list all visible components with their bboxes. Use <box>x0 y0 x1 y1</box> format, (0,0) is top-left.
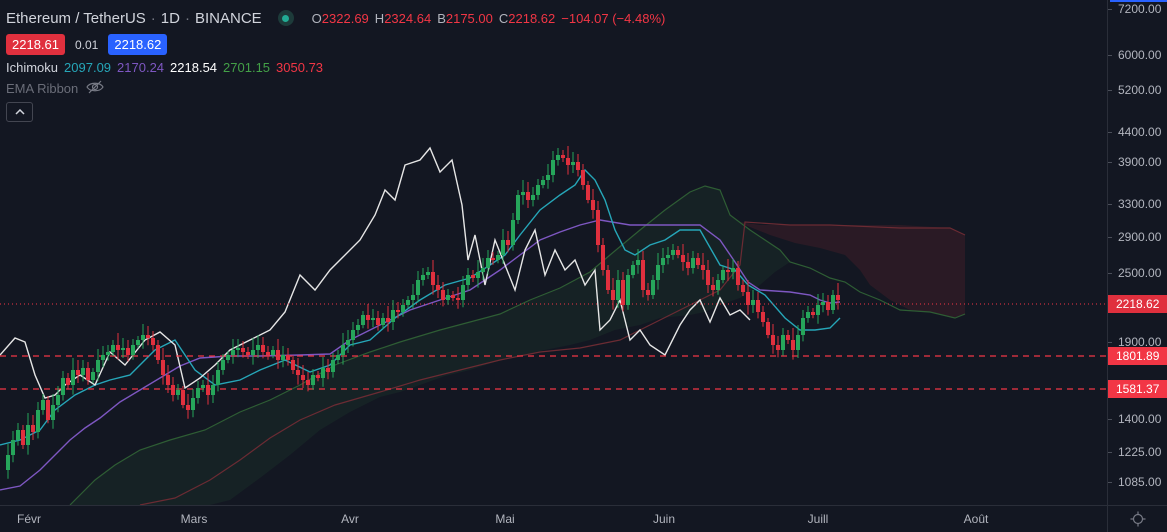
price-tick-label: 6000.00 <box>1107 48 1162 62</box>
price-level-badge[interactable]: 2218.62 <box>1108 295 1167 313</box>
price-tick-label: 1085.00 <box>1107 475 1162 489</box>
price-tick-label: 1225.00 <box>1107 445 1162 459</box>
kumo-cloud-bullish <box>70 186 790 505</box>
price-axis[interactable]: 7200.00 6000.00 5200.00 4400.00 3900.00 3300.… <box>1107 0 1167 505</box>
price-tick-label: 4400.00 <box>1107 125 1162 139</box>
time-tick-label: Mars <box>180 512 208 526</box>
low-value: 2175.00 <box>445 10 493 26</box>
ichimoku-label: Ichimoku <box>6 60 59 75</box>
kumo-cloud-bearish <box>740 222 965 318</box>
time-tick-label: Avr <box>341 512 359 526</box>
time-tick-label: Juin <box>652 512 676 526</box>
axis-top-accent <box>1110 0 1167 2</box>
price-tick-label: 2900.00 <box>1107 230 1162 244</box>
market-status-icon[interactable] <box>277 10 294 26</box>
price-chart-canvas[interactable] <box>0 0 1107 505</box>
price-tick-label: 1400.00 <box>1107 412 1162 426</box>
chart-settings-button[interactable] <box>1107 505 1167 532</box>
price-level-badge[interactable]: 1581.37 <box>1108 380 1167 398</box>
buy-button[interactable]: 2218.62 <box>108 34 168 55</box>
ichimoku-lagging-value: 2218.54 <box>170 60 218 75</box>
price-tick-label: 3900.00 <box>1107 155 1162 169</box>
collapse-legend-button[interactable] <box>6 102 33 122</box>
bid-ask-row: 2218.61 0.01 2218.62 <box>6 34 665 55</box>
candles <box>6 146 840 479</box>
price-level-badge[interactable]: 1801.89 <box>1108 347 1167 365</box>
time-axis[interactable]: Févr Mars Avr Mai Juin Juill Août <box>0 505 1107 532</box>
interval-label[interactable]: 1D <box>160 9 180 27</box>
symbol-name[interactable]: Ethereum / TetherUS <box>6 9 146 27</box>
price-tick-label: 5200.00 <box>1107 83 1162 97</box>
sell-button[interactable]: 2218.61 <box>6 34 65 55</box>
price-tick-label: 2500.00 <box>1107 266 1162 280</box>
exchange-label: BINANCE <box>194 9 262 27</box>
ema-ribbon-legend[interactable]: EMA Ribbon <box>6 80 665 97</box>
chart-legend: Ethereum / TetherUS · 1D · BINANCE O2322… <box>6 6 665 122</box>
ichimoku-conversion-value: 2097.09 <box>64 60 112 75</box>
spread-value: 0.01 <box>75 37 99 52</box>
time-tick-label: Mai <box>495 512 515 526</box>
price-tick-label: 3300.00 <box>1107 197 1162 211</box>
eye-off-icon[interactable] <box>86 80 104 97</box>
chart-pane[interactable] <box>0 0 1107 505</box>
time-tick-label: Août <box>963 512 989 526</box>
open-value: 2322.69 <box>321 10 369 26</box>
ichimoku-span-a-value: 2701.15 <box>223 60 271 75</box>
ichimoku-legend[interactable]: Ichimoku 2097.09 2170.24 2218.54 2701.15… <box>6 60 665 75</box>
leading-span-a <box>69 185 966 505</box>
symbol-header[interactable]: Ethereum / TetherUS · 1D · BINANCE O2322… <box>6 9 666 27</box>
chevron-up-icon <box>14 109 25 115</box>
price-tick-label: 7200.00 <box>1107 2 1162 16</box>
price-tick-label: 1900.00 <box>1107 335 1162 349</box>
close-value: 2218.62 <box>508 10 556 26</box>
base-line <box>0 219 841 491</box>
ema-ribbon-label: EMA Ribbon <box>6 81 79 96</box>
change-value: −104.07 (−4.48%) <box>561 10 666 26</box>
ohlc-values: O2322.69 H2324.64 B2175.00 C2218.62 −104… <box>311 10 666 26</box>
settings-gear-icon <box>1130 511 1146 527</box>
time-tick-label: Juill <box>807 512 829 526</box>
ichimoku-span-b-value: 3050.73 <box>276 60 324 75</box>
time-tick-label: Févr <box>17 512 41 526</box>
leading-span-b <box>139 221 966 505</box>
ichimoku-base-value: 2170.24 <box>117 60 165 75</box>
high-value: 2324.64 <box>384 10 432 26</box>
